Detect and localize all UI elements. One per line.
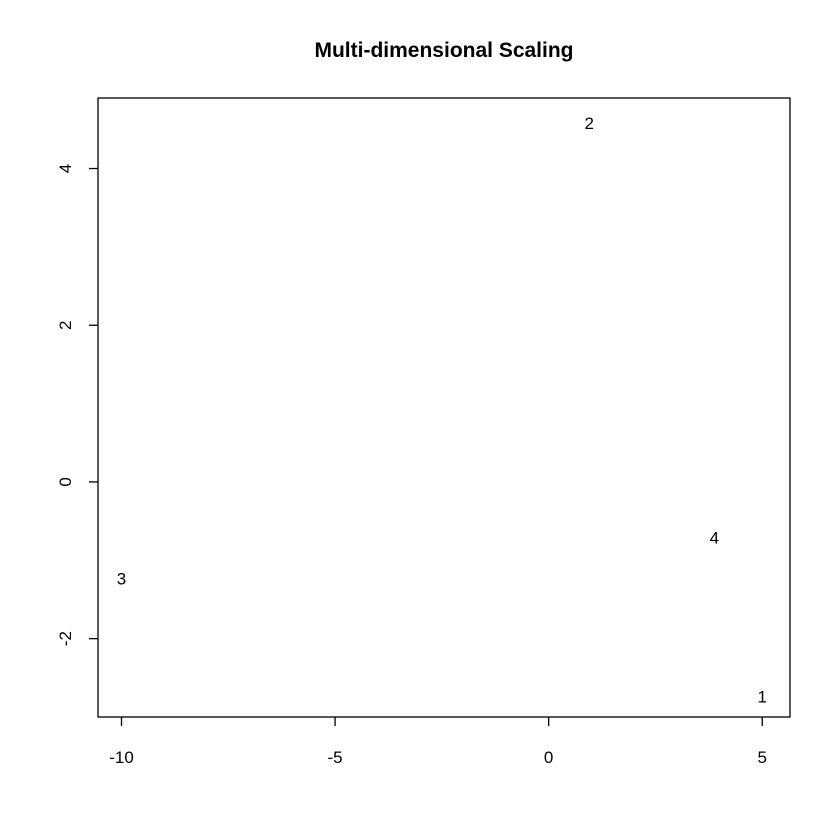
x-axis: -10 -5 0 5 — [109, 717, 767, 767]
chart-title: Multi-dimensional Scaling — [314, 39, 573, 62]
point-labels: 1 2 3 4 — [117, 114, 767, 707]
point-label: 2 — [585, 114, 594, 133]
point-label: 4 — [710, 529, 719, 548]
y-tick-label: 2 — [56, 320, 75, 329]
x-tick-label: 0 — [544, 748, 553, 767]
y-tick-label: -2 — [56, 631, 75, 646]
x-tick-label: -5 — [328, 748, 343, 767]
point-label: 3 — [117, 569, 126, 588]
x-tick-label: -10 — [109, 748, 134, 767]
y-axis: -2 0 2 4 — [56, 164, 98, 646]
y-tick-label: 4 — [56, 164, 75, 173]
plot-frame — [97, 97, 791, 718]
point-label: 1 — [758, 688, 767, 707]
x-tick-label: 5 — [758, 748, 767, 767]
y-tick-label: 0 — [56, 477, 75, 486]
